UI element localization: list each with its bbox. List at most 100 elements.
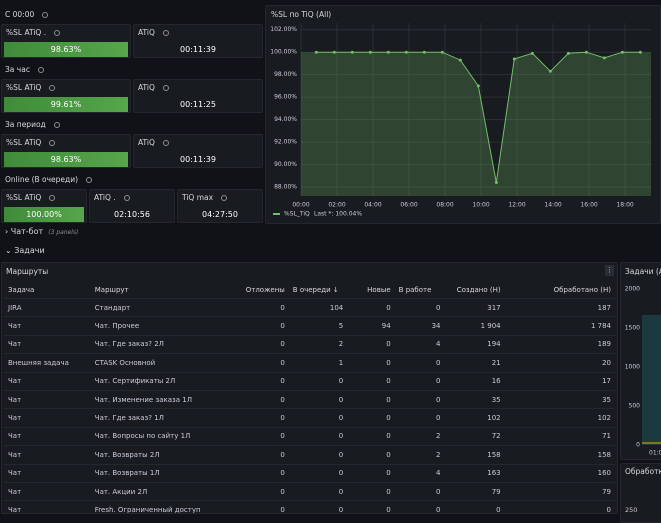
point [512,57,516,61]
table-cell: Чат. Акции 2Л [90,481,238,501]
x-tick-label: 01:00 [649,450,661,457]
point [440,50,444,54]
table-cell: Внешняя задача [4,353,91,373]
point [332,50,336,54]
table-cell: JIRA [4,297,91,317]
stat-panel: ATiQ . 02:10:56 [89,189,175,223]
table-title: Маршруты [6,267,49,276]
stat-panel: %SL ATiQ 100.00% [1,189,87,223]
stat-title: %SL ATiQ [6,138,56,147]
stat-title: TiQ max [182,193,228,202]
table-cell: 158 [504,445,615,465]
stat-panel: %SL ATiQ . 98.63% [1,24,131,58]
row-title: Online (В очереди) [5,175,93,184]
x-tick-label: 06:00 [400,202,417,209]
table-cell: 0 [288,445,348,465]
side-panel: Задачи (All) 2000 1500 1000 500 0 01:00 [620,262,661,460]
table-cell: 0 [237,334,289,354]
point [530,51,534,55]
table-cell: 20 [504,353,615,373]
table-cell: 94 [347,316,395,336]
table-cell: 2 [288,334,348,354]
point [404,50,408,54]
table-cell: 0 [394,408,445,428]
table-cell: 0 [504,500,615,513]
stat-value: 00:11:39 [180,45,216,54]
table-cell: Чат [4,408,91,428]
table-cell: Fresh. Ограниченный доступ [90,500,238,513]
stat-title-text: ATiQ . [94,193,116,202]
side-panel-2: Обработка 250 [620,463,661,523]
table-cell: 189 [504,334,615,354]
info-icon [221,195,228,201]
side-title-2: Обработка [625,467,661,476]
table-cell: 163 [444,463,505,483]
stat-title-text: TiQ max [182,193,214,202]
table-cell: 0 [394,500,445,513]
table-cell: 0 [237,408,289,428]
row-note: (3 panels) [48,229,79,236]
table-cell: 1 904 [444,316,505,336]
table-cell: Чат. Вопросы по сайту 1Л [90,426,238,446]
y-tick-label: 100.00% [270,49,297,56]
table-cell: 317 [444,297,505,317]
table-cell: 0 [347,389,395,409]
row-title: За период [5,120,60,129]
point [566,51,570,55]
stat-panel: ATiQ 00:11:39 [133,134,263,168]
info-icon [37,67,44,73]
chart: %SL по TiQ (All) 102.00% 100.00% 98.00% 96.… [270,10,651,218]
table-cell: 0 [347,353,395,373]
section-title: Задачи [14,246,45,255]
point [638,50,642,54]
stat-title: %SL ATiQ [6,193,56,202]
table-cell: 1 [288,353,348,373]
table-cell: Стандарт [90,297,238,317]
menu-button[interactable]: ⋮ [605,265,614,276]
side-tick: 250 [625,506,638,514]
info-icon [123,195,130,201]
y-tick-label: 1500 [625,325,640,332]
table-cell: 0 [237,445,289,465]
stat-panel: TiQ max 04:27:50 [177,189,263,223]
table-cell: 35 [444,389,505,409]
legend-last: Last *: 100.04% [314,211,362,218]
point [422,50,426,54]
table-row: Чат Fresh. Ограниченный доступ 0 0 0 0 0 0 [4,500,615,513]
stat-title-text: %SL ATiQ [6,83,42,92]
section-row[interactable]: ⌄ Задачи [5,246,45,255]
x-tick-label: 18:00 [616,202,633,209]
table-cell: 2 [394,426,445,446]
table-cell: 102 [444,408,505,428]
stat-value: 02:10:56 [114,210,150,219]
table-cell: Чат [4,426,91,446]
point [476,84,480,88]
table-cell: 72 [444,426,505,446]
table-cell: 0 [288,408,348,428]
table-cell: 0 [237,481,289,501]
column-header: Новые [367,286,391,294]
header-row: Задача Маршрут Отложены В очереди ↓ Новые В р… [4,282,615,299]
table-cell: 17 [504,371,615,391]
stat-title: %SL ATiQ . [6,28,61,37]
table-cell: Чат. Сертификаты 2Л [90,371,238,391]
stat-panel: ATiQ 00:11:25 [133,79,263,113]
table-row: Чат Чат. Где заказ? 2Л 0 2 0 4 194 189 [4,334,615,354]
collapsed-row[interactable]: › Чат-бот (3 panels) [5,227,79,236]
area-decoration [642,315,661,445]
table-cell: 16 [444,371,505,391]
chart-title: %SL по TiQ (All) [271,10,331,19]
table-row: JIRA Стандарт 0 104 0 0 317 187 [4,297,615,317]
table-cell: Чат [4,481,91,501]
table-cell: Чат [4,389,91,409]
table-cell: 0 [237,389,289,409]
table-row: Чат Чат. Прочее 0 5 94 34 1 904 1 784 [4,316,615,336]
y-tick-label: 2000 [625,286,640,293]
table-cell: Чат. Где заказ? 2Л [90,334,238,354]
stat-title: ATiQ [138,83,169,92]
table-row: Чат Чат. Изменение заказа 1Л 0 0 0 0 35 35 [4,389,615,409]
table-cell: CTASK Основной [90,353,238,373]
column-header: В работе [398,286,432,294]
table-cell: 187 [504,297,615,317]
table-cell: 0 [288,481,348,501]
